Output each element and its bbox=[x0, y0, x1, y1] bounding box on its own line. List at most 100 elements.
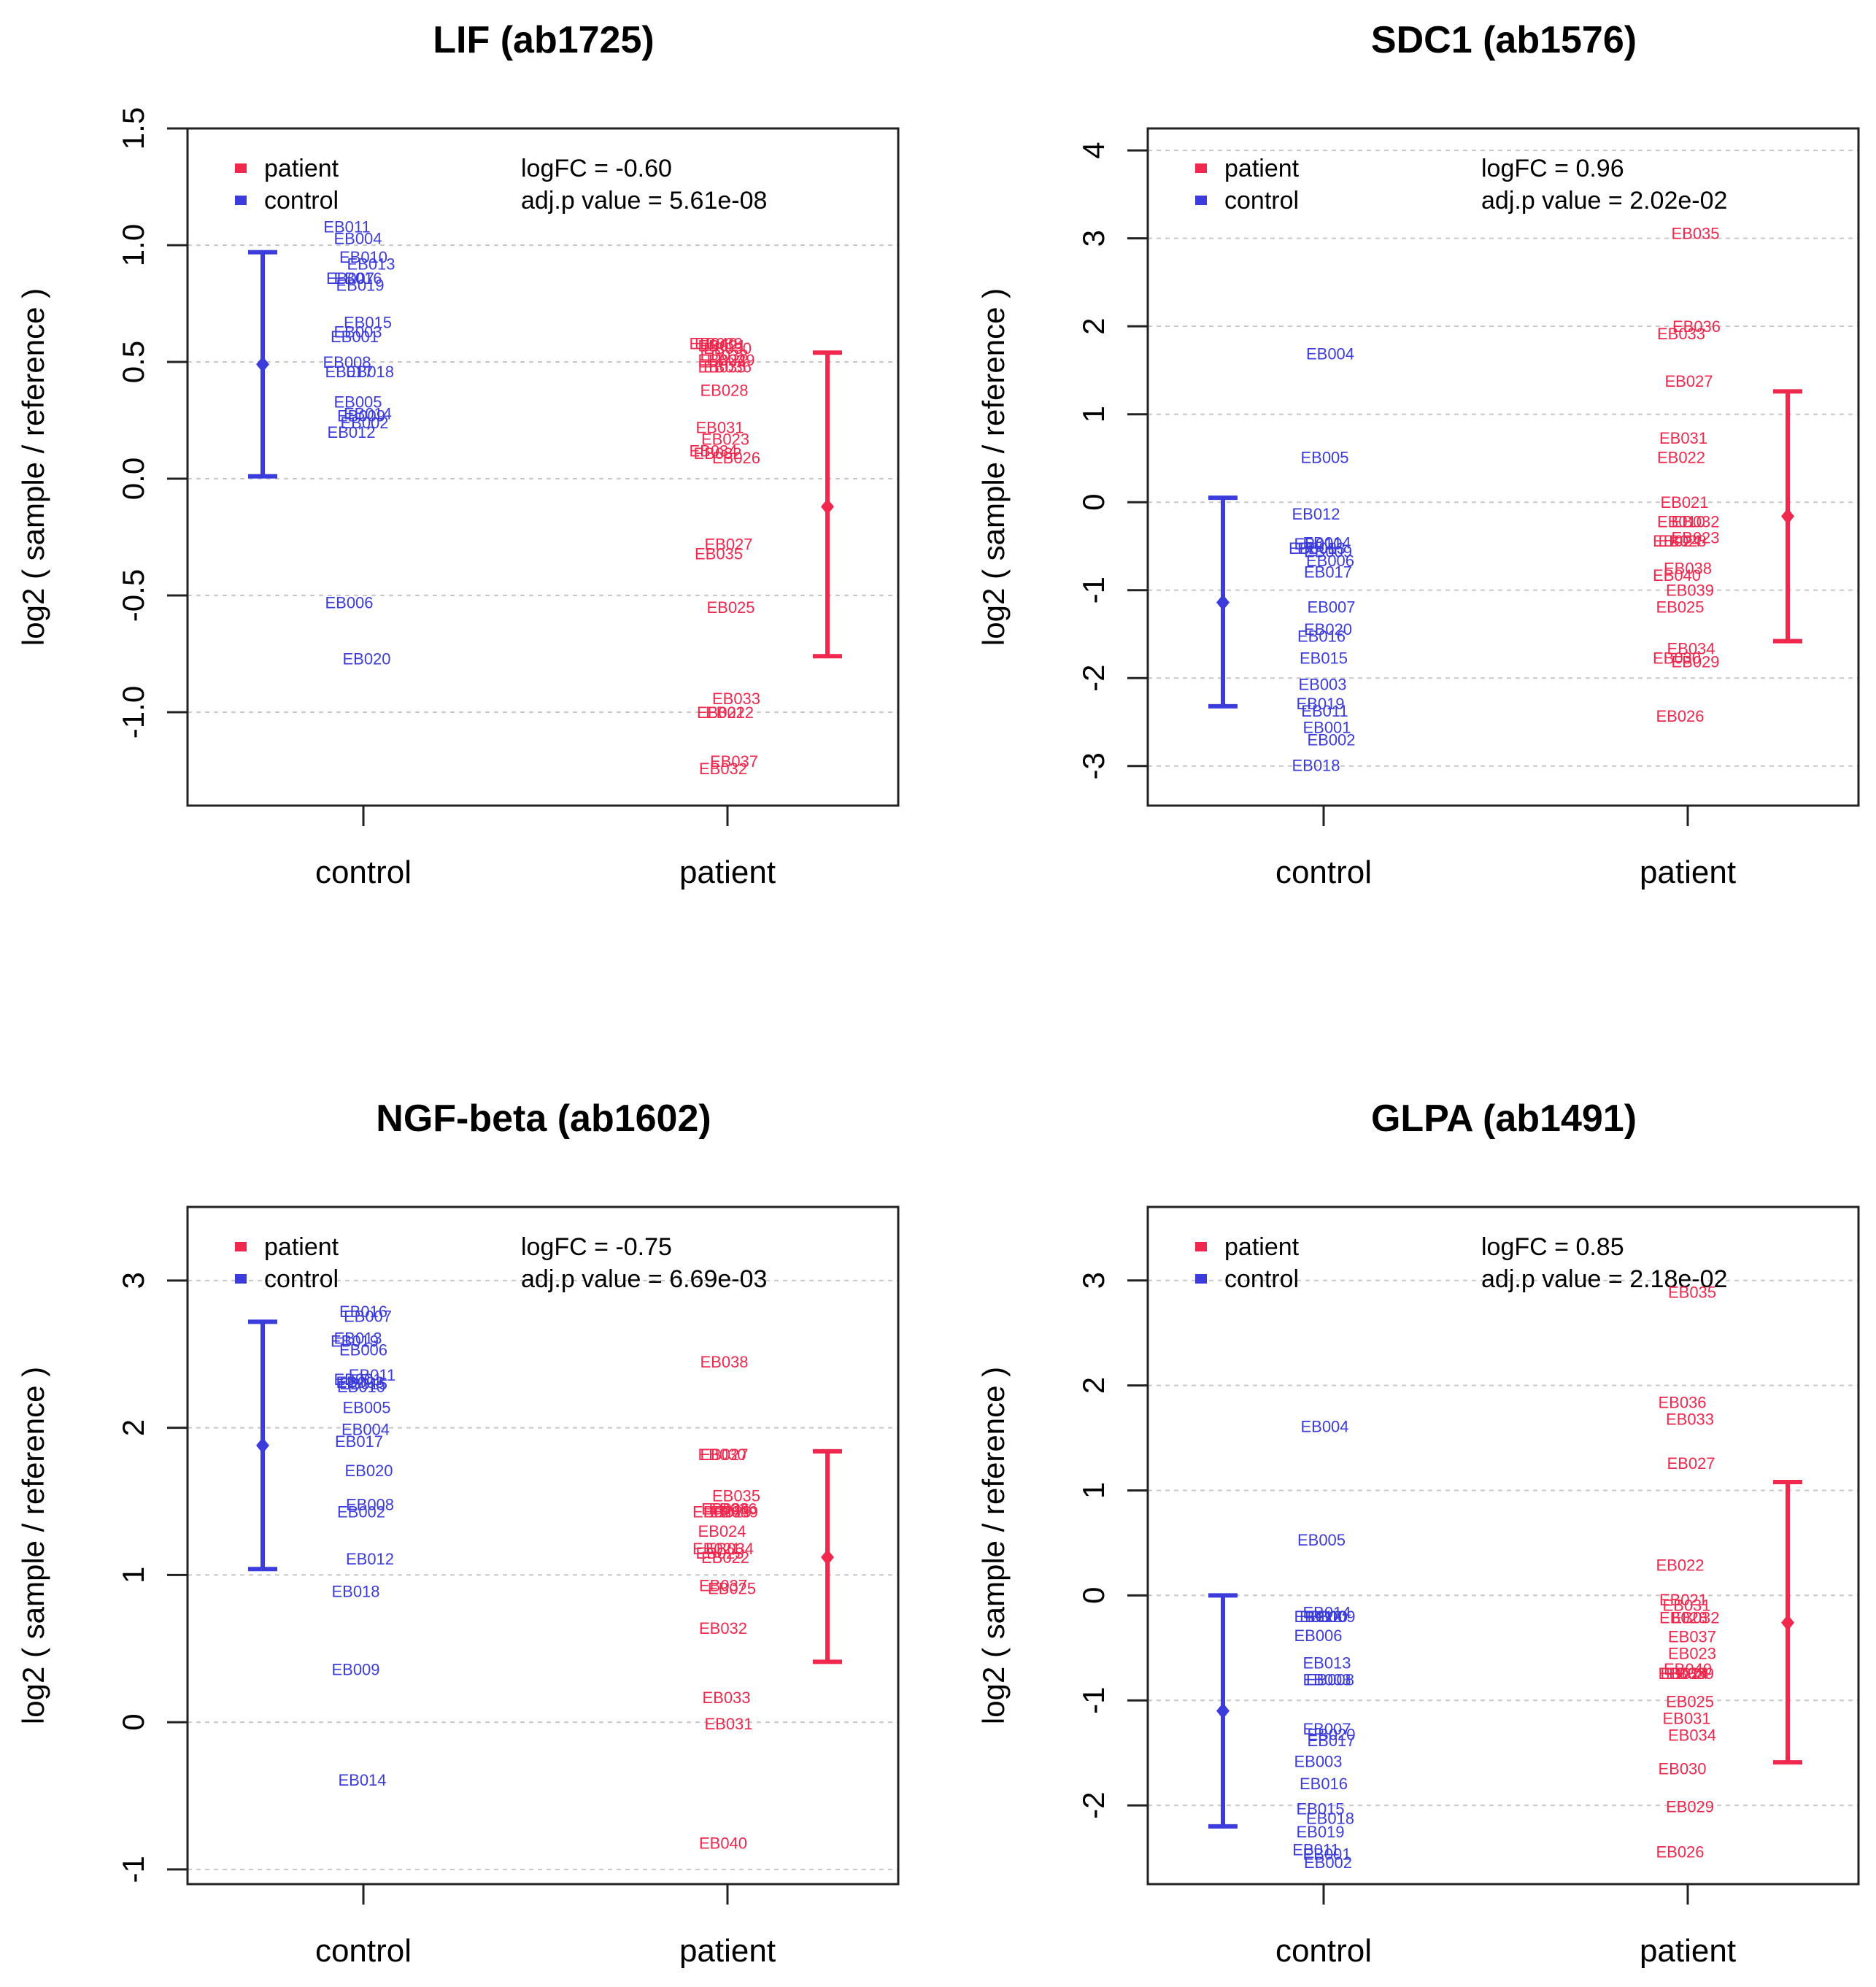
point-patient: EB031 bbox=[1662, 1596, 1710, 1614]
point-control: EB014 bbox=[338, 1771, 386, 1789]
point-patient: EB024 bbox=[1653, 532, 1701, 550]
x-tick-label-patient: patient bbox=[1640, 854, 1736, 890]
y-tick-label: 2 bbox=[1076, 317, 1111, 334]
point-control: EB019 bbox=[336, 276, 384, 294]
y-tick-label: -1 bbox=[1076, 576, 1111, 603]
point-control: EB002 bbox=[337, 1503, 385, 1521]
point-control: EB006 bbox=[1294, 1627, 1342, 1645]
point-patient: EB039 bbox=[695, 334, 743, 352]
legend: patient control bbox=[1195, 1233, 1300, 1293]
point-patient: EB025 bbox=[706, 598, 754, 617]
point-control: EB016 bbox=[1300, 1775, 1348, 1793]
point-patient: EB022 bbox=[706, 703, 754, 722]
point-patient: EB028 bbox=[692, 1503, 741, 1521]
point-control: EB017 bbox=[1307, 1732, 1355, 1750]
point-control: EB015 bbox=[1296, 1799, 1344, 1818]
legend-swatch-control bbox=[235, 196, 247, 205]
errorbar-mean-marker bbox=[821, 1549, 834, 1566]
x-tick-label-control: control bbox=[315, 1933, 412, 1969]
y-tick-label: 1 bbox=[1076, 406, 1111, 423]
point-patient: EB032 bbox=[1671, 1609, 1719, 1627]
y-tick-label: 0.0 bbox=[116, 458, 150, 500]
point-patient: EB035 bbox=[1668, 1284, 1716, 1302]
point-control: EB004 bbox=[1306, 345, 1354, 363]
point-control: EB001 bbox=[1302, 1845, 1351, 1863]
point-patient: EB021 bbox=[692, 1540, 741, 1558]
legend-label-patient: patient bbox=[264, 1233, 339, 1261]
point-control: EB009 bbox=[331, 1660, 379, 1678]
point-control: EB008 bbox=[1306, 1670, 1354, 1689]
point-control: EB003 bbox=[336, 1373, 384, 1392]
y-tick-label: 0 bbox=[1076, 494, 1111, 511]
point-control: EB010 bbox=[337, 1378, 385, 1396]
errorbar-mean-marker bbox=[1781, 1614, 1794, 1631]
legend-swatch-control bbox=[1195, 196, 1207, 205]
point-patient: EB036 bbox=[709, 1500, 757, 1519]
point-patient: EB030 bbox=[1653, 649, 1701, 668]
plot-frame bbox=[186, 1205, 900, 1886]
y-tick-label: -1.0 bbox=[116, 686, 150, 738]
point-patient: EB021 bbox=[698, 337, 746, 355]
plot-frame bbox=[186, 127, 900, 807]
legend-swatch-patient bbox=[1195, 1242, 1207, 1251]
point-control: EB001 bbox=[331, 328, 379, 346]
point-patient: EB038 bbox=[700, 1353, 748, 1371]
point-patient: EB024 bbox=[698, 351, 746, 369]
point-control: EB006 bbox=[1306, 552, 1354, 570]
point-patient: EB026 bbox=[1656, 1843, 1704, 1861]
point-control: EB015 bbox=[339, 1375, 387, 1393]
point-patient: EB027 bbox=[1667, 1454, 1715, 1473]
chart-title: LIF (ab1725) bbox=[433, 19, 654, 61]
point-patient: EB023 bbox=[1668, 1644, 1716, 1662]
point-patient: EB027 bbox=[704, 536, 752, 554]
point-control: EB013 bbox=[347, 255, 395, 274]
point-control: EB014 bbox=[1302, 534, 1351, 552]
point-control: EB005 bbox=[342, 1398, 390, 1416]
point-patient: EB033 bbox=[702, 1689, 750, 1707]
point-control: EB016 bbox=[1297, 627, 1346, 645]
point-control: EB009 bbox=[1307, 1608, 1355, 1626]
point-patient: EB040 bbox=[689, 334, 737, 352]
legend-label-control: control bbox=[264, 187, 339, 215]
point-control: EB012 bbox=[346, 1550, 394, 1568]
point-patient: EB029 bbox=[1666, 1798, 1714, 1816]
point-patient: EB025 bbox=[1656, 598, 1704, 617]
legend: patient control bbox=[1195, 155, 1300, 215]
point-control: EB014 bbox=[344, 404, 392, 423]
point-control: EB020 bbox=[342, 649, 390, 668]
point-control: EB004 bbox=[341, 1421, 390, 1439]
errorbar-control bbox=[1208, 495, 1238, 709]
point-control: EB017 bbox=[325, 363, 373, 381]
x-tick-label-control: control bbox=[315, 854, 412, 890]
y-tick-label: 1.0 bbox=[116, 224, 150, 266]
point-control: EB003 bbox=[1302, 1670, 1351, 1689]
point-control: EB019 bbox=[1296, 695, 1344, 713]
point-patient: EB040 bbox=[699, 1834, 747, 1853]
point-control: EB003 bbox=[1298, 676, 1346, 694]
point-control: EB003 bbox=[333, 323, 382, 341]
point-control: EB011 bbox=[323, 217, 370, 236]
point-patient: EB026 bbox=[701, 1500, 749, 1519]
point-control: EB008 bbox=[346, 1496, 394, 1514]
point-patient: EB040 bbox=[1653, 566, 1701, 584]
errorbar-patient bbox=[1773, 1479, 1802, 1765]
point-patient: EB025 bbox=[708, 1580, 756, 1598]
y-tick-label: 1 bbox=[1076, 1482, 1111, 1499]
point-patient: EB031 bbox=[695, 419, 744, 437]
legend-swatch-patient bbox=[235, 163, 247, 173]
point-control: EB020 bbox=[344, 1462, 393, 1480]
point-control: EB016 bbox=[339, 1303, 387, 1321]
point-patient: EB039 bbox=[1666, 1664, 1714, 1683]
x-tick-label-patient: patient bbox=[679, 854, 776, 890]
point-patient: EB035 bbox=[1671, 224, 1719, 242]
legend-label-patient: patient bbox=[1224, 1233, 1300, 1261]
point-control: EB001 bbox=[1302, 719, 1351, 737]
errorbar-patient bbox=[1773, 389, 1802, 644]
chart-title: GLPA (ab1491) bbox=[1371, 1097, 1637, 1140]
point-patient: EB032 bbox=[1671, 513, 1719, 531]
point-control: EB018 bbox=[346, 363, 394, 381]
y-tick-label: -1 bbox=[1076, 1687, 1111, 1714]
y-tick-label: 3 bbox=[1076, 230, 1111, 247]
chart-title: NGF-beta (ab1602) bbox=[376, 1097, 711, 1140]
point-control: EB020 bbox=[1304, 620, 1352, 638]
